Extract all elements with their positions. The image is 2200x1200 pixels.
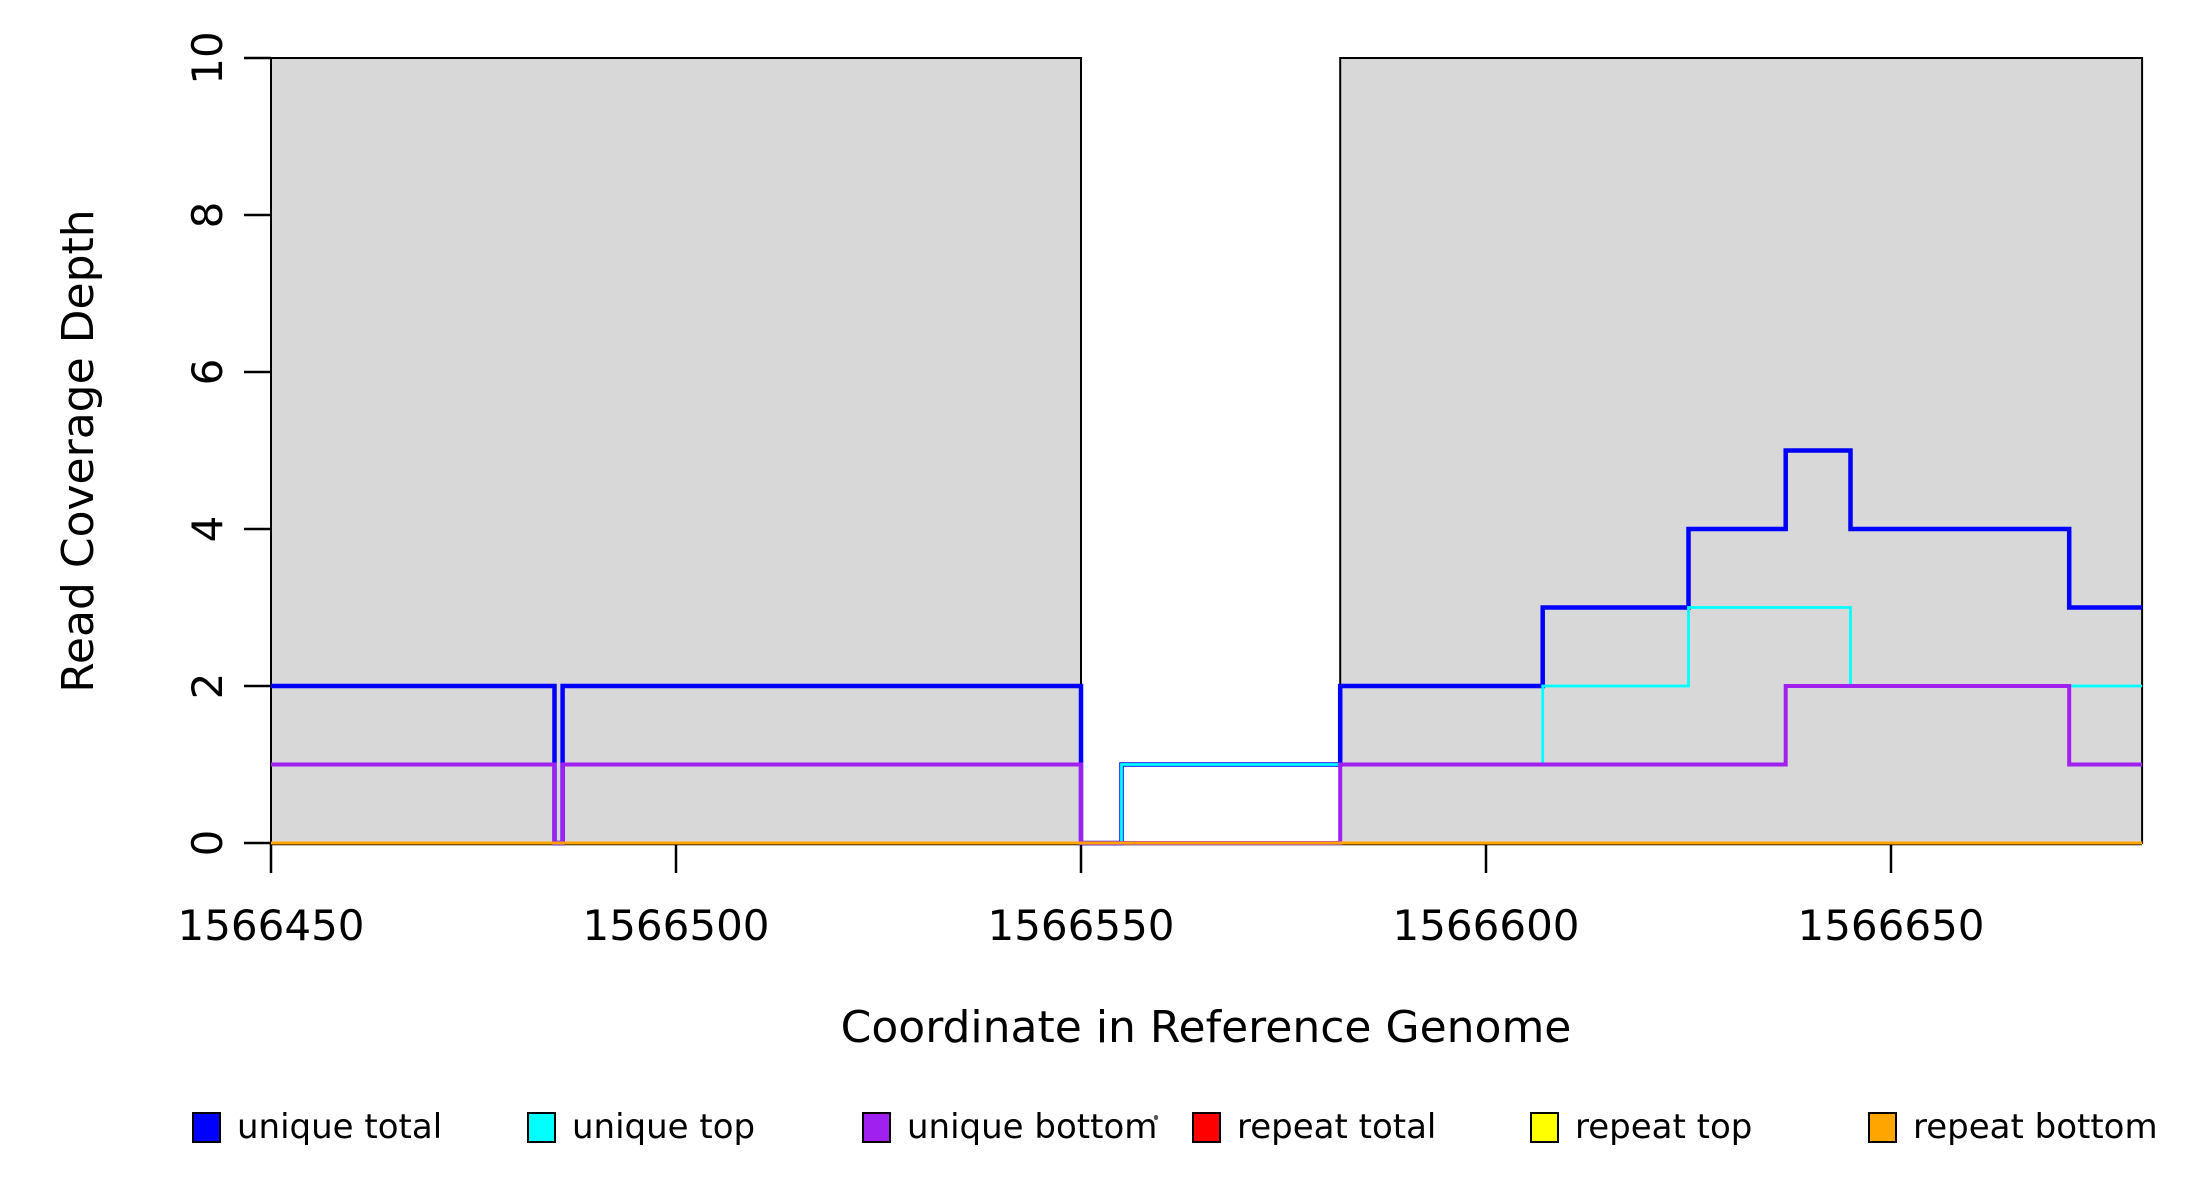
legend-label: repeat bottom <box>1913 1107 2158 1147</box>
legend-item: unique bottom <box>862 1105 1157 1149</box>
legend-swatch-repeat-total <box>1192 1111 1221 1143</box>
legend-swatch-unique-total <box>192 1111 221 1143</box>
legend-label: repeat total <box>1237 1107 1437 1147</box>
x-axis-title: Coordinate in Reference Genome <box>840 1002 1572 1053</box>
mappable-region-shade <box>270 57 1082 844</box>
legend-swatch-unique-bottom <box>862 1111 891 1143</box>
x-tick-label: 1566500 <box>582 901 770 950</box>
legend-item: unique total <box>192 1105 442 1149</box>
legend-item: repeat top <box>1530 1105 1752 1149</box>
legend-swatch-unique-top <box>527 1111 556 1143</box>
legend-label: repeat top <box>1575 1107 1753 1147</box>
y-tick-label: 0 <box>182 829 232 857</box>
y-tick-label: 10 <box>182 31 232 85</box>
legend-item: repeat total <box>1192 1105 1436 1149</box>
legend-swatch-repeat-bottom <box>1868 1111 1897 1143</box>
x-tick-label: 1566650 <box>1797 901 1985 950</box>
legend-artifact-dot <box>1154 1115 1158 1120</box>
y-tick-label: 2 <box>182 672 232 700</box>
x-tick-label: 1566550 <box>987 901 1175 950</box>
legend-label: unique total <box>237 1107 443 1147</box>
legend-item: repeat bottom <box>1868 1105 2158 1149</box>
mappable-region-shade <box>1339 57 2144 844</box>
y-tick-label: 6 <box>182 358 232 386</box>
x-tick-label: 1566450 <box>177 901 365 950</box>
y-axis-title: Read Coverage Depth <box>53 209 104 693</box>
y-tick-label: 8 <box>182 201 232 229</box>
legend-swatch-repeat-top <box>1530 1111 1559 1143</box>
y-tick-label: 4 <box>182 515 232 543</box>
legend-label: unique top <box>572 1107 756 1147</box>
x-tick-label: 1566600 <box>1392 901 1580 950</box>
legend-label: unique bottom <box>907 1107 1158 1147</box>
legend-item: unique top <box>527 1105 755 1149</box>
